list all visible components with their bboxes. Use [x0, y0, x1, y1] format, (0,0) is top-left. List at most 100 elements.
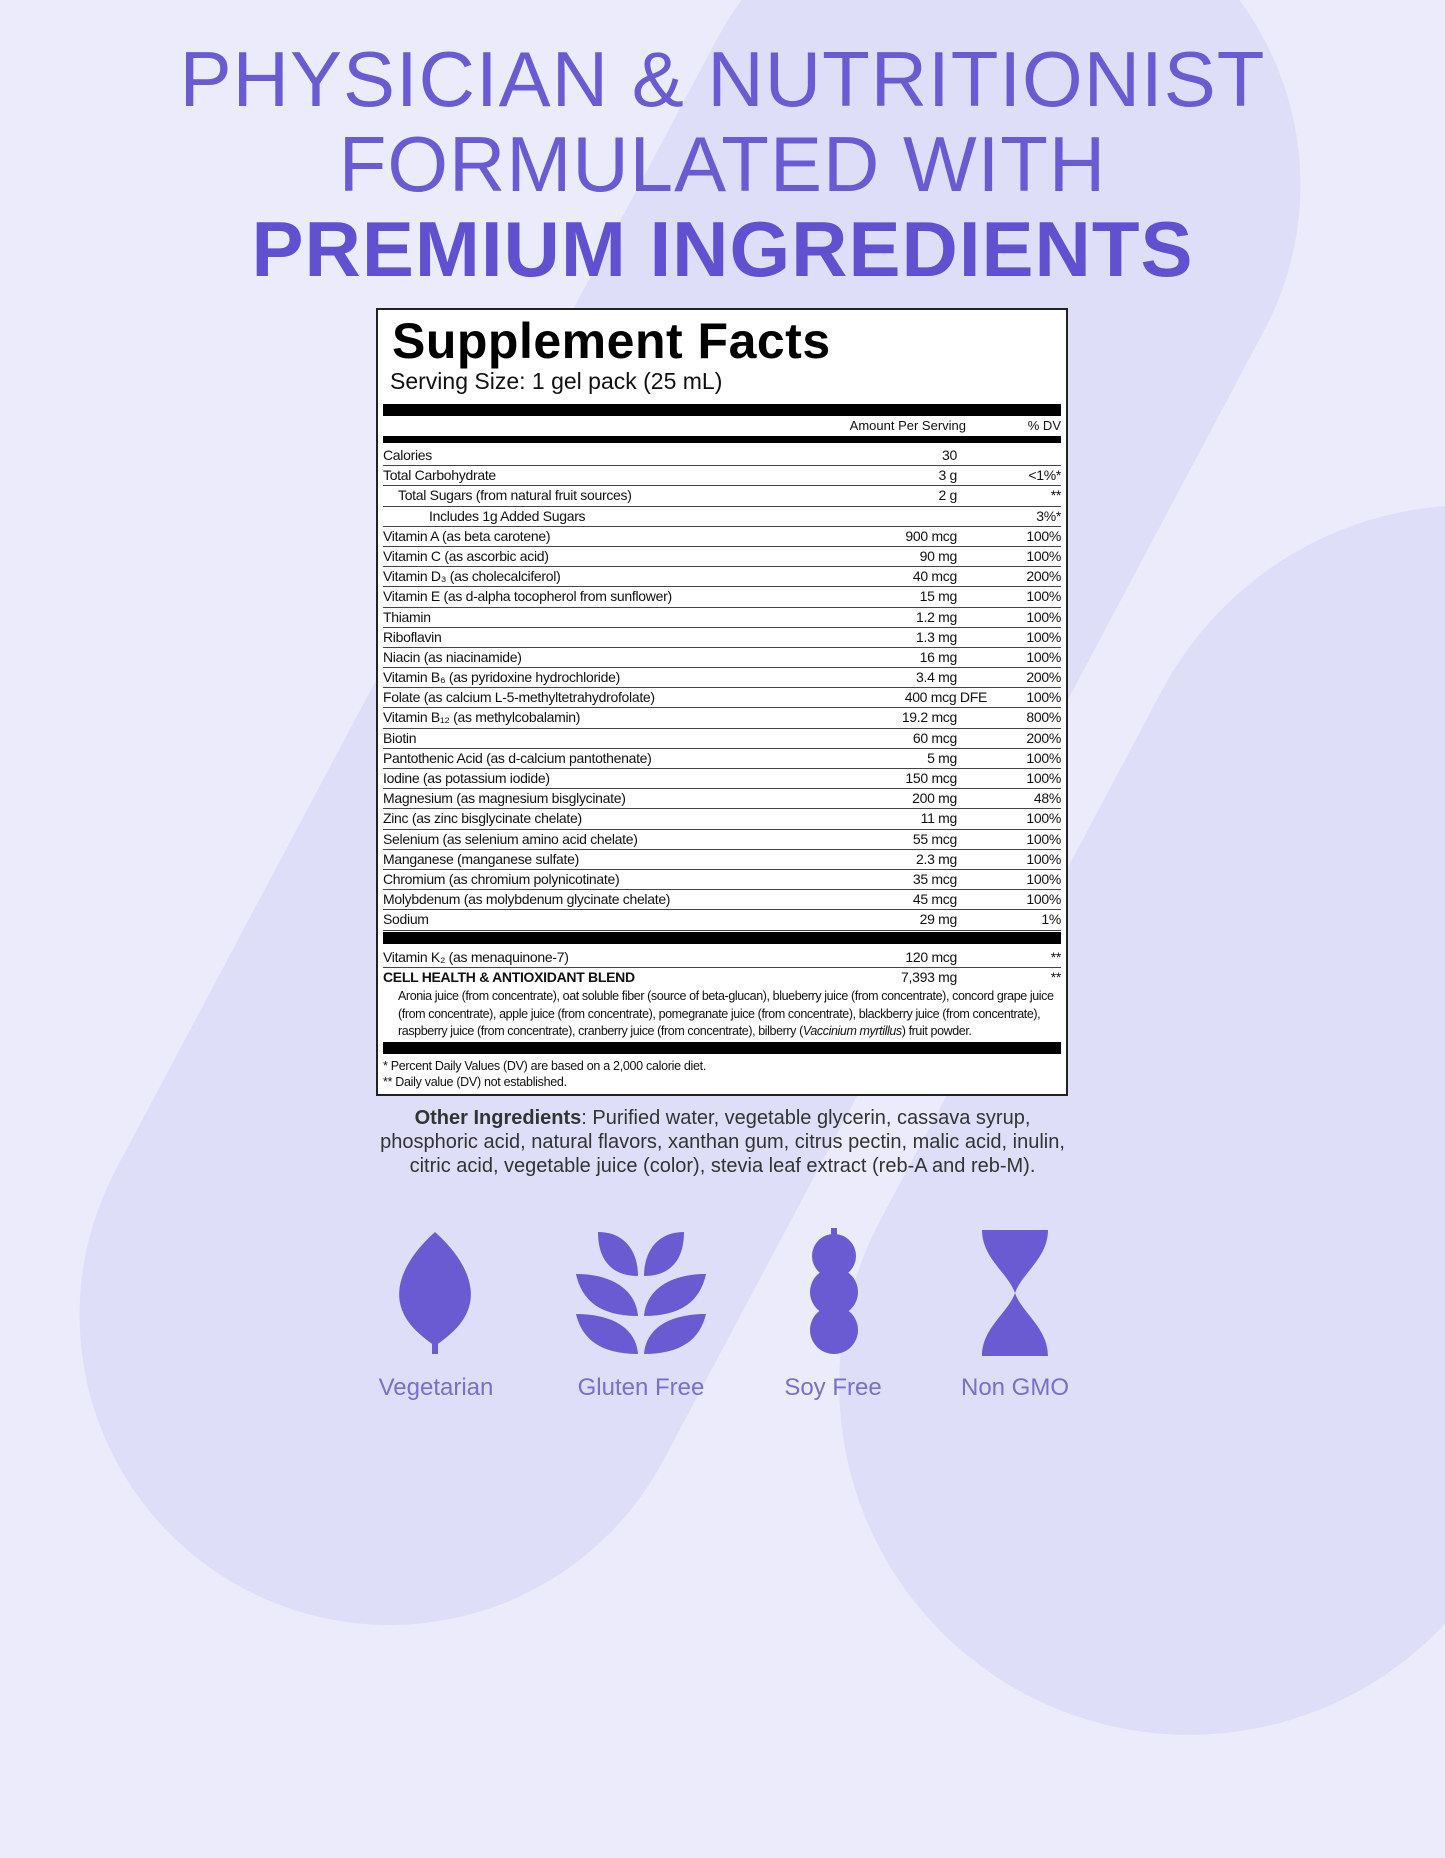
nutrient-dv: 48%	[1033, 790, 1061, 807]
nutrient-amount: 1.3 mg	[916, 628, 957, 645]
nutrient-amount: 2.3 mg	[916, 850, 957, 867]
nutrient-name: Thiamin	[383, 608, 431, 625]
nutrient-row: Niacin (as niacinamide) 16 mg 100%	[383, 648, 1061, 669]
nutrient-row: Folate (as calcium L-5-methyltetrahydrof…	[383, 688, 1061, 709]
nutrient-amount: 400 mcg DFE	[904, 689, 988, 706]
nutrient-amount: 3.4 mg	[916, 669, 957, 686]
nutrient-name: Niacin (as niacinamide)	[383, 648, 522, 665]
nutrient-table: Calories 30 Total Carbohydrate 3 g <1%* Total…	[383, 446, 1061, 931]
nutrient-row: Selenium (as selenium amino acid chelate…	[383, 830, 1061, 850]
nutrient-dv: 100%	[1026, 891, 1061, 908]
facts-title: Supplement Facts	[392, 313, 831, 369]
nutrient-row: Includes 1g Added Sugars 3%*	[383, 507, 1061, 527]
nutrient-name: Iodine (as potassium iodide)	[383, 770, 550, 786]
nutrient-name: Vitamin B₁₂ (as methylcobalamin)	[383, 709, 581, 726]
leaf-icon	[399, 1232, 471, 1354]
blend-dv: **	[1050, 969, 1062, 986]
blend-name: CELL HEALTH & ANTIOXIDANT BLEND	[383, 969, 635, 986]
badge-label-soy-free: Soy Free	[784, 1374, 882, 1401]
nutrient-dv: 100%	[1026, 870, 1061, 887]
blend-text: Aronia juice (from concentrate), oat sol…	[398, 989, 1054, 1039]
soybean-icon	[810, 1228, 858, 1354]
nutrient-row: Magnesium (as magnesium bisglycinate) 200…	[383, 789, 1061, 810]
nutrient-dv: 800%	[1026, 709, 1061, 726]
nutrient-dv: **	[1050, 949, 1062, 965]
nutrient-amount: 15 mg	[919, 588, 958, 605]
nutrient-name: Chromium (as chromium polynicotinate)	[383, 870, 620, 887]
other-ingredients-label: Other Ingredients	[414, 1107, 582, 1129]
blend-amount: 7,393 mg	[901, 969, 957, 986]
nutrient-name: Includes 1g Added Sugars	[429, 507, 586, 524]
blend-row: CELL HEALTH & ANTIOXIDANT BLEND 7,393 mg…	[383, 968, 1061, 988]
nutrient-dv: 100%	[1026, 527, 1061, 544]
nutrient-name: Magnesium (as magnesium bisglycinate)	[383, 790, 626, 807]
badge-label-vegetarian: Vegetarian	[378, 1374, 494, 1401]
nutrient-dv: 3%*	[1036, 507, 1061, 524]
nutrient-row: Vitamin A (as beta carotene) 900 mcg 100%	[383, 527, 1061, 547]
headline-line-2: FORMULATED WITH	[338, 120, 1107, 208]
nutrient-row: Biotin 60 mcg 200%	[383, 729, 1061, 749]
headline-line-3: PREMIUM INGREDIENTS	[251, 205, 1194, 293]
nutrient-dv: 100%	[1026, 850, 1061, 867]
nutrient-amount: 35 mcg	[912, 870, 957, 887]
nutrient-row: Chromium (as chromium polynicotinate) 35 …	[383, 870, 1061, 891]
nutrient-dv: 100%	[1026, 628, 1061, 645]
nutrient-row: Total Carbohydrate 3 g <1%*	[383, 466, 1061, 487]
nutrient-amount: 30	[942, 447, 957, 463]
nutrient-name: Vitamin E (as d-alpha tocopherol from su…	[383, 588, 672, 605]
nutrient-row: Thiamin 1.2 mg 100%	[383, 608, 1061, 628]
nutrient-dv: 100%	[1026, 588, 1061, 605]
nutrient-row: Molybdenum (as molybdenum glycinate chel…	[383, 890, 1061, 911]
wheat-icon	[576, 1232, 706, 1354]
nutrient-name: Vitamin A (as beta carotene)	[383, 527, 551, 544]
serving-size: Serving Size: 1 gel pack (25 mL)	[390, 368, 723, 394]
blend-ingredients: Aronia juice (from concentrate), oat sol…	[383, 988, 1061, 1041]
divider	[383, 1042, 1061, 1054]
other-ingredients: Other Ingredients: Purified water, veget…	[370, 1106, 1075, 1178]
nutrient-row: Sodium 29 mg 1%	[383, 910, 1061, 931]
nutrient-amount: 40 mcg	[912, 568, 957, 585]
nutrient-dv: 200%	[1026, 568, 1061, 585]
nutrient-amount: 29 mg	[919, 911, 958, 928]
nutrient-row: Calories 30	[383, 446, 1061, 467]
nutrient-row: Iodine (as potassium iodide) 150 mcg 100%	[383, 769, 1061, 790]
footnote-2: ** Daily value (DV) not established.	[383, 1075, 567, 1089]
nutrient-name: Total Sugars (from natural fruit sources…	[398, 487, 632, 504]
nutrient-amount: 150 mcg	[905, 770, 957, 786]
nutrient-amount: 60 mcg	[912, 729, 957, 746]
nutrient-name: Selenium (as selenium amino acid chelate…	[383, 830, 638, 847]
nutrient-amount: 11 mg	[920, 810, 958, 827]
nutrient-dv: 100%	[1026, 749, 1061, 766]
nutrient-row: Vitamin B₁₂ (as methylcobalamin) 19.2 mcg…	[383, 708, 1061, 729]
nutrient-amount: 2 g	[938, 487, 957, 504]
supplement-facts-panel: Supplement Facts Serving Size: 1 gel pac…	[376, 308, 1068, 1096]
nutrient-amount: 19.2 mcg	[901, 709, 957, 726]
nutrient-row: Vitamin C (as ascorbic acid) 90 mg 100%	[383, 547, 1061, 568]
nutrient-row: Vitamin E (as d-alpha tocopherol from su…	[383, 587, 1061, 608]
dv-header: % DV	[1027, 418, 1061, 433]
nutrient-dv: 100%	[1026, 648, 1061, 665]
divider	[383, 436, 1061, 443]
divider	[383, 404, 1061, 416]
nutrient-name: Pantothenic Acid (as d-calcium pantothen…	[383, 749, 652, 766]
badge-label-gluten-free: Gluten Free	[577, 1374, 705, 1401]
nutrient-amount: 90 mg	[919, 547, 958, 564]
nutrient-amount: 16 mg	[919, 648, 958, 665]
nutrient-name: Manganese (manganese sulfate)	[383, 850, 579, 867]
nutrient-name: Vitamin B₆ (as pyridoxine hydrochloride)	[383, 669, 620, 686]
other-ingredients-text: : Purified water, vegetable glycerin, ca…	[380, 1107, 1065, 1177]
nutrient-row: Zinc (as zinc bisglycinate chelate) 11 mg…	[383, 809, 1061, 830]
nutrient-name: Molybdenum (as molybdenum glycinate chel…	[383, 891, 671, 908]
nutrient-row: Manganese (manganese sulfate) 2.3 mg 100%	[383, 850, 1061, 870]
nutrient-dv: 1%	[1041, 911, 1061, 928]
nutrient-name: Vitamin D₃ (as cholecalciferol)	[383, 568, 561, 585]
nutrient-amount: 1.2 mg	[916, 608, 957, 625]
footnotes: * Percent Daily Values (DV) are based on…	[383, 1058, 706, 1090]
nutrient-amount: 55 mcg	[912, 830, 957, 847]
nutrient-dv: 100%	[1026, 810, 1061, 827]
nutrient-dv: **	[1050, 487, 1062, 504]
nutrient-amount: 120 mcg	[905, 949, 957, 965]
blend-text-italic: Vaccinium myrtillus	[802, 1024, 902, 1039]
nutrient-name: Biotin	[383, 729, 417, 746]
nutrient-dv: 100%	[1026, 689, 1061, 706]
